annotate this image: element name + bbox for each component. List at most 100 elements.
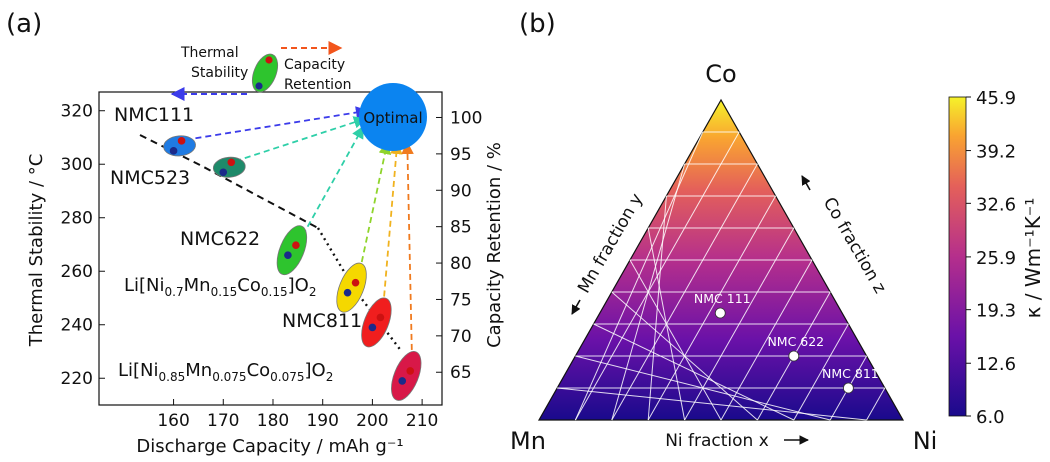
plot-a-frame <box>98 91 443 406</box>
grid-line <box>629 259 722 421</box>
capacity-retention-point <box>292 241 300 249</box>
material-ellipses <box>163 135 422 401</box>
ternary-point <box>788 350 800 362</box>
legend-capacity-line1: Capacity <box>284 57 345 73</box>
y-axis-left-label: Thermal Stability / °C <box>26 154 47 348</box>
colorbar-tick-label: 25.9 <box>976 248 1016 269</box>
capacity-retention-point <box>177 137 186 145</box>
y-right-tick-label: 80 <box>450 254 472 274</box>
x-tick-label: 170 <box>207 411 239 431</box>
optimal-label: Optimal <box>363 109 422 127</box>
label-nmc622: NMC622 <box>180 228 260 250</box>
legend-capacity-marker <box>265 56 273 64</box>
y-left-tick-label: 300 <box>61 155 93 175</box>
ternary-point <box>714 307 726 319</box>
grid-line <box>793 323 849 421</box>
optimal-arrow <box>297 125 365 245</box>
colorbar <box>948 96 967 417</box>
y-right-tick-label: 85 <box>450 218 472 238</box>
x-tick-label: 180 <box>257 411 289 431</box>
optimal-circle <box>359 83 427 151</box>
mn-fraction-arrow <box>571 299 581 315</box>
x-tick-label: 160 <box>157 411 189 431</box>
y-right-tick-label: 65 <box>450 363 472 383</box>
x-tick-label: 190 <box>306 411 338 431</box>
x-tick-label: 200 <box>356 411 388 431</box>
ternary-point-label: NMC 622 <box>767 334 824 349</box>
y-left-tick-label: 220 <box>61 369 93 389</box>
legend-thermal-line1: Thermal <box>180 45 239 61</box>
capacity-retention-point <box>227 158 236 167</box>
y-axis-left-ticks: 220 240 260 280 300 320 <box>61 102 105 389</box>
colorbar-ticks: 45.9 39.2 32.6 25.9 19.3 12.6 6.0 <box>966 88 1016 428</box>
grid-line <box>593 323 795 421</box>
thermal-stability-point <box>368 323 377 332</box>
panel-a-label: (a) <box>6 9 42 39</box>
grid-line <box>647 195 777 421</box>
ternary-point <box>843 382 854 394</box>
colorbar-label: κ / Wm⁻¹K⁻¹ <box>1021 198 1045 319</box>
thermal-stability-point <box>343 288 352 297</box>
ternary-grid <box>557 131 886 421</box>
colorbar-tick-label: 6.0 <box>976 407 1005 428</box>
legend-ellipse <box>251 53 279 93</box>
x-axis-ticks: 160 170 180 190 200 210 <box>157 399 438 431</box>
colorbar-tick-label: 12.6 <box>976 354 1016 375</box>
optimal-arrow <box>234 116 367 163</box>
material-ellipse <box>391 351 422 401</box>
thermal-stability-point <box>284 251 292 259</box>
material-ellipse <box>361 297 392 348</box>
optimal-arrow <box>185 106 369 141</box>
grid-line <box>611 291 758 421</box>
legend-thermal-line2: Stability <box>191 65 248 81</box>
corner-co: Co <box>705 60 736 88</box>
co-fraction-arrow <box>801 175 811 191</box>
colorbar-tick-label: 32.6 <box>976 194 1016 215</box>
colorbar-tick-label: 19.3 <box>976 301 1016 322</box>
y-right-tick-label: 90 <box>450 181 472 201</box>
y-left-tick-label: 260 <box>61 262 93 282</box>
colorbar-tick-label: 45.9 <box>976 88 1016 109</box>
material-ellipse <box>276 225 308 276</box>
ni-fraction-label: Ni fraction x <box>665 431 769 451</box>
corner-mn: Mn <box>510 427 546 455</box>
ternary-point-label: NMC 111 <box>694 291 751 306</box>
label-nmc523: NMC523 <box>110 167 190 189</box>
y-left-tick-label: 240 <box>61 316 93 336</box>
capacity-retention-point <box>376 313 385 322</box>
capacity-retention-point <box>351 278 360 287</box>
label-li-ni085: Li[Ni0.85Mn0.075Co0.075]O2 <box>118 360 333 384</box>
thermal-stability-point <box>219 168 228 177</box>
panel-b-label: (b) <box>519 9 556 39</box>
optimal-arrow <box>401 141 414 370</box>
y-right-tick-label: 100 <box>450 108 482 128</box>
optimal-arrow <box>356 141 392 282</box>
y-axis-right-label: Capacity Retention / % <box>484 142 505 348</box>
x-axis-label: Discharge Capacity / mAh g⁻¹ <box>136 436 403 457</box>
y-axis-right-ticks: 65 70 75 80 85 90 95 100 <box>436 108 482 383</box>
legend: Thermal Stability Capacity Retention <box>170 41 352 101</box>
panel-a: (a) 160 170 180 190 200 210 220 240 260 280 300 32… <box>6 9 505 457</box>
legend-thermal-marker <box>255 82 263 90</box>
label-nmc811: NMC811 <box>282 310 362 332</box>
grid-line <box>866 387 886 421</box>
thermal-stability-point <box>169 147 178 155</box>
y-left-tick-label: 280 <box>61 209 93 229</box>
y-right-tick-label: 70 <box>450 327 472 347</box>
grid-line <box>575 355 831 421</box>
capacity-retention-point <box>406 367 415 375</box>
ternary-point-label: NMC 811 <box>822 366 879 381</box>
legend-capacity-line2: Retention <box>284 77 352 93</box>
y-right-tick-label: 95 <box>450 145 472 165</box>
grid-line <box>557 387 867 421</box>
material-ellipse <box>336 262 367 313</box>
optimal-arrows <box>185 106 414 370</box>
x-tick-label: 210 <box>406 411 438 431</box>
y-left-tick-label: 320 <box>61 102 93 122</box>
y-right-tick-label: 75 <box>450 290 472 310</box>
corner-ni: Ni <box>913 427 938 455</box>
label-nmc111: NMC111 <box>114 104 194 126</box>
optimal-arrow <box>381 141 403 317</box>
